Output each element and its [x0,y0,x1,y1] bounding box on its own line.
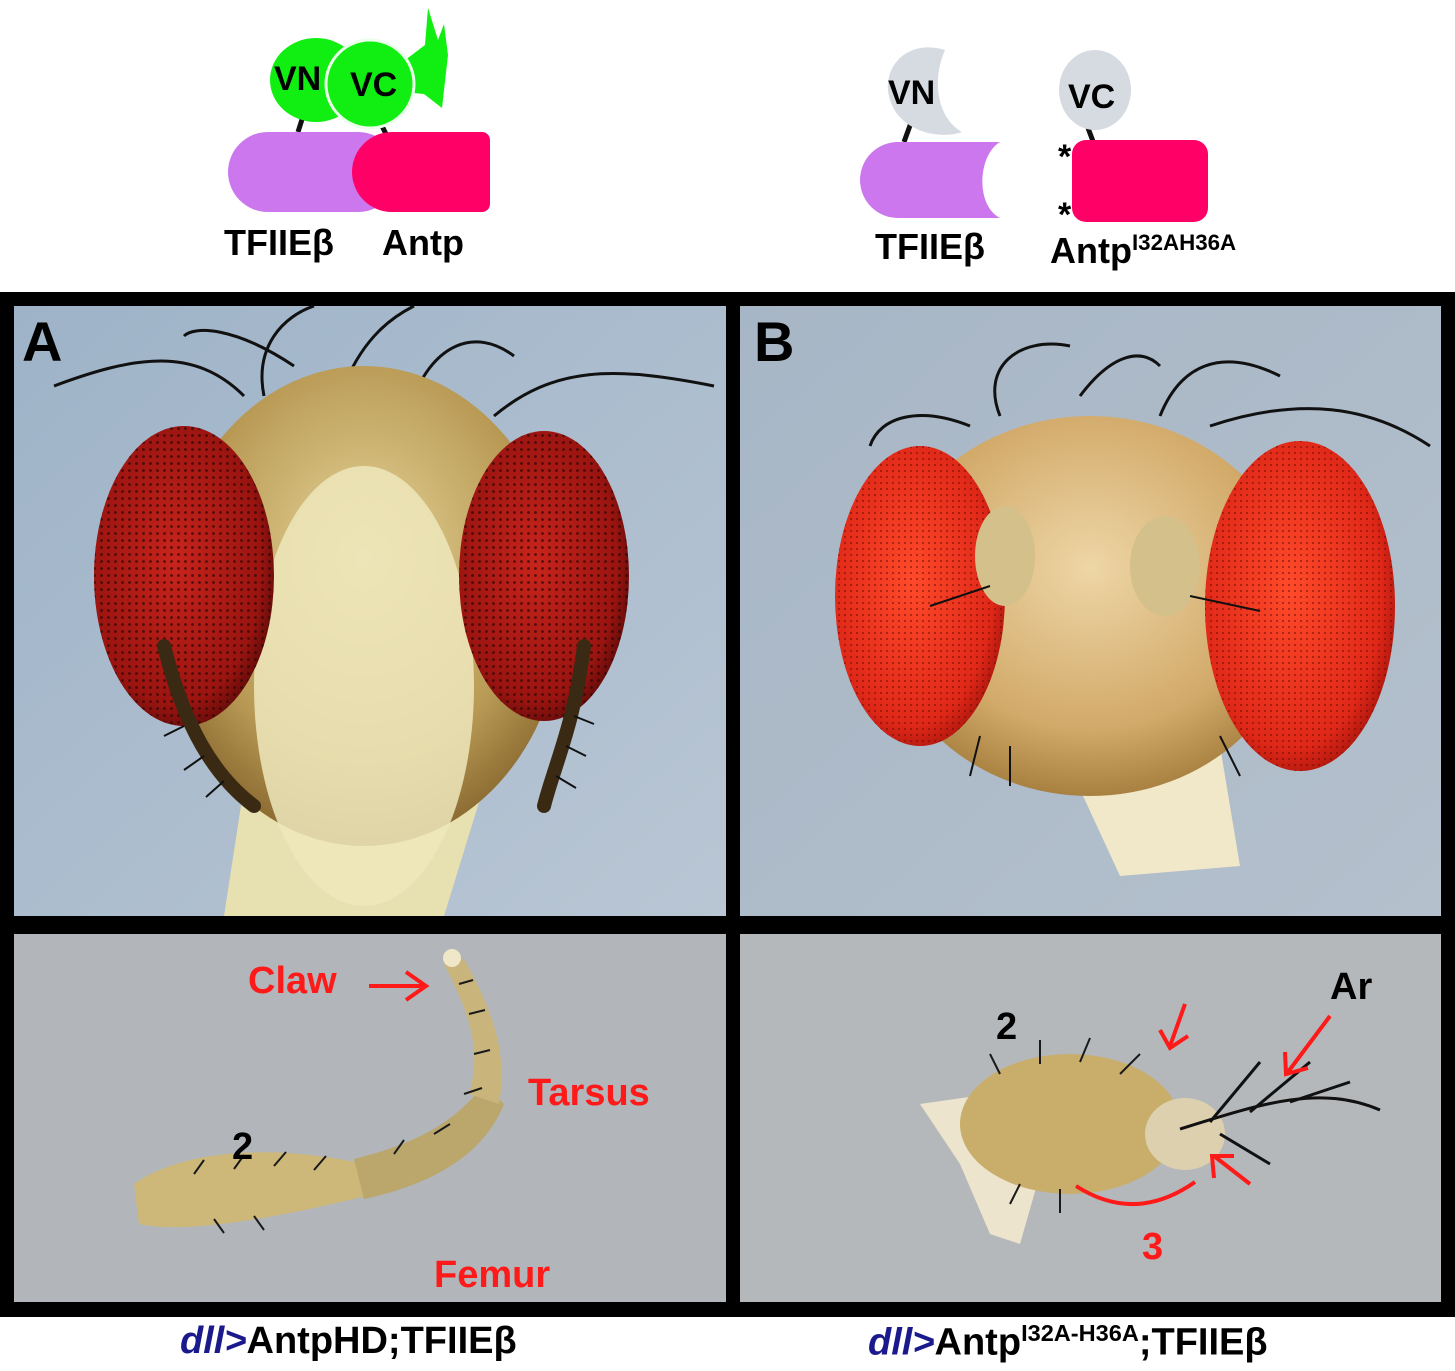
tfiieb-label-right: TFIIEβ [875,226,985,267]
segment-3-label: 3 [1142,1226,1164,1268]
panel-a-letter: A [22,310,63,373]
vn-label-right: VN [888,74,936,112]
vc-fragment [1059,50,1131,130]
tfiieb-shape [860,142,1000,218]
panel-a-head-photo [14,306,726,916]
vn-fragment [887,47,962,135]
antp-mutant-label: AntpI32AH36A [1050,230,1236,272]
segment-2-label-a: 2 [232,1126,254,1168]
vc-label-right: VC [1068,78,1116,116]
tarsus-label: Tarsus [528,1072,650,1114]
vc-label-left: VC [350,66,398,104]
antp-mutant-base: Antp [1050,230,1132,271]
vc-fragment [324,38,416,130]
mutation-asterisk-2: * [1058,196,1072,234]
vn-label-left: VN [274,60,322,98]
segment-2-label-b: 2 [996,1006,1018,1048]
bifc-diagram-left [228,8,490,212]
antp-mutant-sup: I32AH36A [1131,230,1237,255]
panel-b-antenna-photo [740,934,1441,1302]
caption-right: dll>AntpI32A-H36A;TFIIEβ [868,1320,1268,1365]
caption-right-sup: I32A-H36A [1021,1320,1139,1346]
caption-left-driver: dll> [180,1320,247,1362]
panel-a-leg-photo [14,934,726,1302]
tfiieb-shape [228,132,398,212]
antp-mutant-shape [1072,140,1208,222]
mutation-asterisk-1: * [1058,138,1072,176]
panel-b-letter: B [754,310,795,373]
panel-b-head-photo [740,306,1441,916]
femur-label: Femur [434,1254,551,1296]
caption-right-antp: Antp [934,1321,1022,1364]
caption-right-driver: dll> [868,1321,935,1364]
caption-left-genotype: AntpHD;TFIIEβ [246,1320,517,1362]
claw-label: Claw [248,960,337,1002]
caption-left: dll>AntpHD;TFIIEβ [180,1320,517,1363]
tfiieb-label-left: TFIIEβ [224,222,334,263]
bifc-diagram-right [860,47,1208,222]
antp-label-left: Antp [382,222,464,263]
arista-label: Ar [1330,966,1373,1008]
caption-right-rest: ;TFIIEβ [1138,1321,1268,1364]
